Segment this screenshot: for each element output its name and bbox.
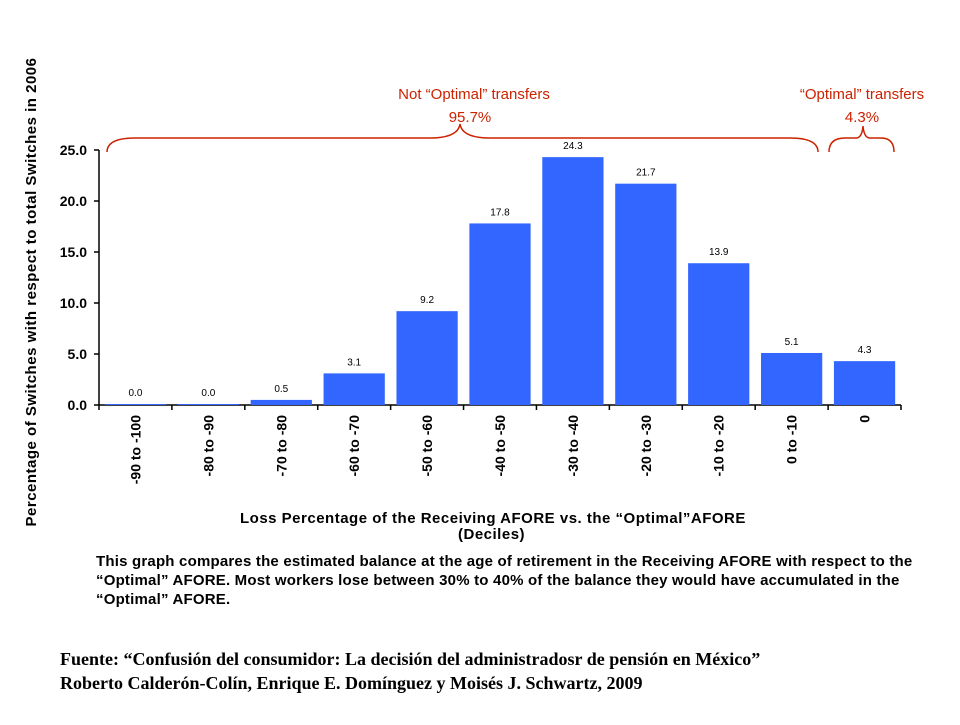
optimal-label: “Optimal” transfers bbox=[800, 86, 924, 103]
x-axis-subtitle: (Deciles) bbox=[458, 526, 525, 543]
bar-value-label: 0.5 bbox=[274, 384, 288, 395]
x-tick-label: -30 to -40 bbox=[565, 415, 581, 477]
x-tick-label: -70 to -80 bbox=[273, 415, 289, 477]
x-tick-label: -20 to -30 bbox=[638, 415, 654, 477]
x-tick-label: -80 to -90 bbox=[200, 415, 216, 477]
bar bbox=[542, 157, 604, 405]
x-tick-label: -90 to -100 bbox=[127, 415, 143, 484]
bar bbox=[250, 399, 312, 405]
y-tick-label: 15.0 bbox=[60, 244, 87, 260]
optimal-brace bbox=[828, 125, 895, 153]
x-tick-label: 0 to -10 bbox=[784, 415, 800, 464]
x-tick-label: -60 to -70 bbox=[346, 415, 362, 477]
y-axis-title: Percentage of Switches with respect to t… bbox=[23, 58, 40, 527]
bar-value-label: 0.0 bbox=[129, 388, 143, 399]
x-tick-label: -10 to -20 bbox=[711, 415, 727, 477]
y-tick-label: 25.0 bbox=[60, 142, 87, 158]
bar bbox=[177, 404, 239, 405]
y-tick-label: 0.0 bbox=[68, 397, 88, 413]
bar-value-label: 9.2 bbox=[420, 295, 434, 306]
bar bbox=[104, 404, 167, 405]
bar bbox=[469, 223, 531, 405]
bar-value-label: 3.1 bbox=[347, 357, 361, 368]
source-citation: Fuente: “Confusión del consumidor: La de… bbox=[60, 647, 940, 695]
bar-value-label: 0.0 bbox=[201, 388, 215, 399]
bar-value-label: 13.9 bbox=[709, 247, 729, 258]
bar bbox=[615, 183, 677, 405]
bar bbox=[761, 352, 823, 405]
x-tick-label: 0 bbox=[857, 415, 873, 423]
y-tick-label: 10.0 bbox=[60, 295, 87, 311]
chart-caption: This graph compares the estimated balanc… bbox=[96, 553, 913, 608]
x-axis-title: Loss Percentage of the Receiving AFORE v… bbox=[240, 510, 746, 527]
not-optimal-label: Not “Optimal” transfers bbox=[398, 86, 550, 103]
bar-value-label: 17.8 bbox=[490, 207, 510, 218]
x-tick-label: -40 to -50 bbox=[492, 415, 508, 477]
not-optimal-percent: 95.7% bbox=[449, 109, 492, 126]
bar bbox=[323, 373, 385, 405]
y-tick-label: 5.0 bbox=[68, 346, 88, 362]
bar-value-label: 5.1 bbox=[785, 337, 799, 348]
bar bbox=[833, 361, 896, 405]
source-line-2: Roberto Calderón-Colín, Enrique E. Domín… bbox=[60, 673, 643, 693]
bar bbox=[688, 263, 750, 405]
bar bbox=[396, 311, 458, 405]
bar-value-label: 24.3 bbox=[563, 141, 583, 152]
optimal-percent: 4.3% bbox=[845, 109, 879, 126]
x-tick-label: -50 to -60 bbox=[419, 415, 435, 477]
bar-value-label: 21.7 bbox=[636, 168, 656, 179]
not-optimal-brace bbox=[106, 123, 819, 153]
source-line-1: Fuente: “Confusión del consumidor: La de… bbox=[60, 649, 761, 669]
bar-value-label: 4.3 bbox=[858, 345, 872, 356]
y-tick-label: 20.0 bbox=[60, 193, 87, 209]
